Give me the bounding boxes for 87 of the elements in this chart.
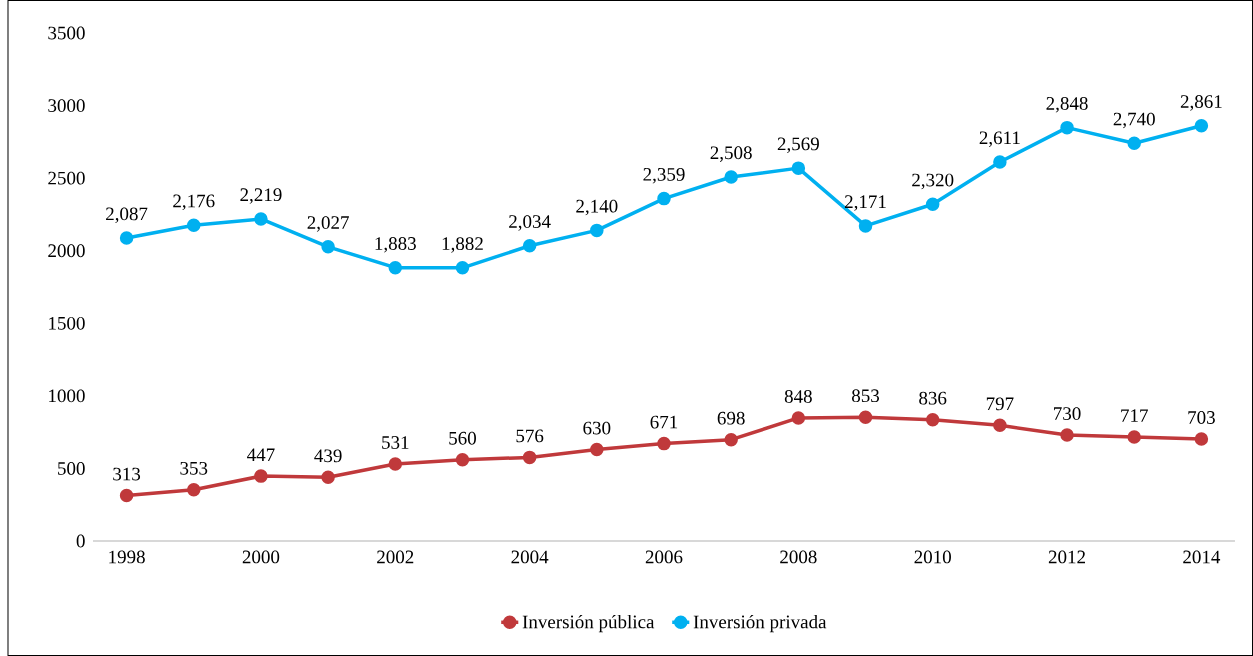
point [657, 191, 671, 206]
point [522, 239, 537, 253]
x-tick-label: 2010 [914, 550, 951, 564]
data-label: 2,740 [1113, 112, 1155, 129]
data-label: 797 [986, 397, 1014, 411]
point [187, 483, 201, 497]
point [1060, 428, 1074, 442]
x-tick-label: 2002 [377, 550, 414, 564]
data-label: 703 [1188, 411, 1215, 424]
y-tick-label: 3500 [48, 26, 85, 40]
x-tick-label: 2008 [780, 550, 817, 564]
y-tick-label: 1500 [49, 316, 85, 330]
point [858, 410, 873, 424]
point [1060, 120, 1074, 135]
point [791, 411, 806, 425]
x-tick-label: 2006 [645, 550, 683, 564]
data-label: 2,848 [1046, 97, 1088, 113]
y-tick-label: 2000 [48, 244, 85, 258]
data-label: 698 [717, 411, 745, 425]
data-label: 2,219 [240, 188, 282, 204]
point [254, 469, 268, 483]
point [1127, 136, 1141, 151]
data-label: 2,861 [1180, 95, 1222, 111]
y-tick-label: 0 [76, 534, 85, 548]
data-label: 2,176 [173, 194, 215, 211]
point [321, 470, 335, 485]
point [925, 197, 940, 212]
point [187, 218, 201, 232]
point [1194, 118, 1209, 133]
data-label: 848 [784, 390, 812, 403]
data-label: 2,359 [643, 168, 685, 184]
point [119, 488, 134, 503]
y-tick-label: 3000 [48, 99, 85, 112]
y-tick-label: 1000 [49, 389, 85, 403]
data-label: 2,611 [979, 131, 1020, 147]
point [925, 412, 940, 427]
point [791, 161, 806, 175]
data-label: 836 [919, 391, 947, 405]
data-label: 671 [650, 415, 678, 429]
data-label: 353 [180, 461, 208, 475]
data-label: 2,034 [509, 215, 551, 231]
x-tick-label: 1998 [109, 550, 145, 564]
point [119, 231, 134, 245]
data-label: 447 [247, 448, 275, 462]
x-tick-label: 2000 [242, 550, 280, 564]
data-label: 1,883 [375, 237, 416, 253]
data-label: 2,508 [710, 146, 752, 162]
point [993, 155, 1007, 169]
data-label: 576 [516, 429, 544, 443]
point [590, 442, 604, 457]
data-label: 439 [314, 449, 342, 463]
data-label: 2,320 [912, 173, 954, 190]
x-tick-label: 2014 [1183, 550, 1221, 564]
y-tick-label: 2500 [48, 171, 85, 185]
data-label: 630 [583, 421, 611, 435]
point [724, 432, 738, 447]
point [657, 436, 671, 451]
point [388, 457, 403, 471]
point [455, 261, 470, 275]
data-label: 531 [382, 436, 409, 449]
x-tick-label: 2012 [1048, 550, 1085, 564]
data-label: 717 [1121, 409, 1148, 422]
data-label: 2,569 [777, 137, 819, 154]
point [858, 219, 873, 233]
data-label: 1,882 [442, 237, 483, 253]
point [590, 223, 604, 238]
data-label: 730 [1054, 407, 1081, 420]
x-tick-label: 2004 [511, 550, 549, 564]
legend-label: Inversión privada [693, 614, 827, 633]
y-tick-label: 500 [58, 462, 85, 475]
point [321, 240, 335, 254]
data-label: 313 [113, 467, 141, 481]
point [1127, 430, 1141, 444]
data-label: 2,027 [307, 216, 349, 232]
point [1194, 432, 1209, 446]
data-label: 853 [851, 389, 880, 403]
point [724, 170, 738, 184]
point [388, 260, 403, 275]
data-label: 2,171 [844, 195, 886, 211]
point [993, 418, 1007, 433]
data-label: 560 [449, 431, 476, 445]
data-label: 2,087 [106, 207, 148, 223]
point [455, 452, 470, 467]
point [522, 450, 537, 465]
data-label: 2,140 [576, 199, 618, 216]
point [254, 212, 268, 226]
legend-label: Inversión pública [522, 614, 655, 633]
